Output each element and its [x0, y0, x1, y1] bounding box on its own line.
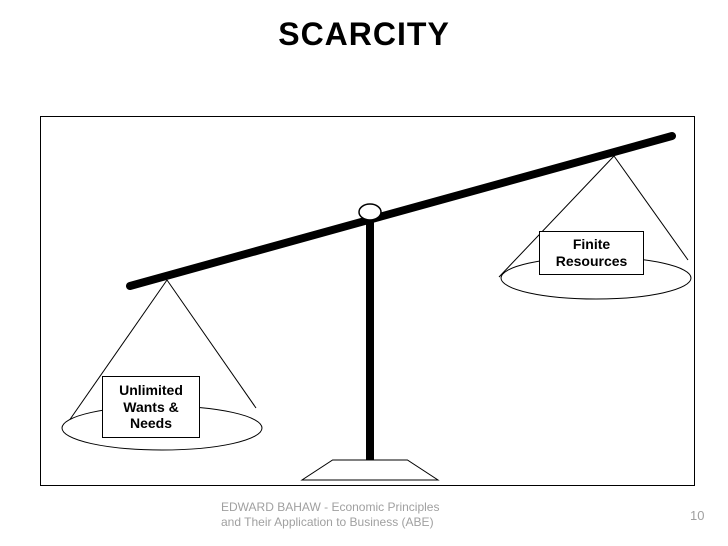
footer-attribution-l2: and Their Application to Business (ABE)	[221, 515, 439, 530]
right-pan-label-l1: Finite	[556, 236, 628, 253]
scale-fulcrum	[359, 204, 381, 220]
scale-base	[302, 460, 438, 480]
left-pan-label-l1: Unlimited	[119, 382, 183, 399]
left-pan-label-l3: Needs	[119, 415, 183, 432]
footer-attribution: EDWARD BAHAW - Economic Principles and T…	[221, 500, 439, 530]
left-pan-label-l2: Wants &	[119, 399, 183, 416]
left-pan-label: Unlimited Wants & Needs	[102, 376, 200, 438]
footer-attribution-l1: EDWARD BAHAW - Economic Principles	[221, 500, 439, 515]
right-pan-label-l2: Resources	[556, 253, 628, 270]
right-pan-label: Finite Resources	[539, 231, 644, 275]
slide-number: 10	[690, 508, 704, 523]
